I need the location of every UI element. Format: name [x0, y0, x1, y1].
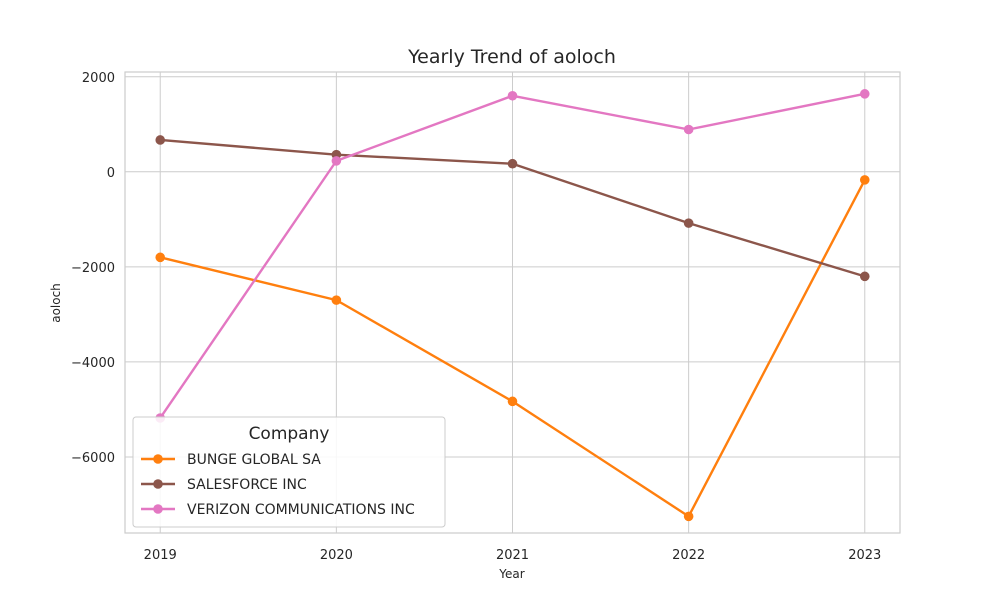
plot-frame [124, 71, 901, 534]
x-axis-label: Year [498, 567, 524, 581]
data-point [331, 295, 342, 305]
data-point [507, 158, 518, 169]
data-point [155, 252, 166, 263]
legend: Company BUNGE GLOBAL SA SALESFORCE INC VER… [132, 416, 446, 528]
legend-marker [153, 479, 163, 489]
legend-items: BUNGE GLOBAL SA SALESFORCE INC VERIZON COM… [141, 452, 415, 518]
legend-title: Company [249, 424, 330, 444]
series-0 [155, 175, 870, 522]
y-tick-label: −6000 [71, 451, 115, 466]
y-tick-label: 0 [107, 166, 115, 181]
y-tick-label: 2000 [82, 71, 115, 86]
x-tick-label: 2023 [848, 548, 881, 563]
legend-label: BUNGE GLOBAL SA [187, 452, 321, 468]
data-point [507, 396, 518, 407]
y-axis-label: aoloch [49, 283, 63, 323]
data-point [331, 156, 342, 166]
legend-marker [153, 504, 163, 514]
y-axis-ticks: 2000 0 −2000 −4000 −6000 [71, 71, 115, 466]
x-tick-label: 2021 [496, 548, 529, 563]
data-point [859, 175, 870, 185]
legend-item: BUNGE GLOBAL SA [141, 452, 321, 468]
data-point [859, 89, 870, 99]
y-tick-label: −2000 [71, 261, 115, 276]
data-point [507, 90, 518, 101]
legend-marker [153, 454, 163, 464]
legend-item: VERIZON COMMUNICATIONS INC [141, 502, 415, 518]
data-point [155, 135, 166, 145]
x-tick-label: 2020 [320, 548, 353, 563]
x-tick-label: 2022 [672, 548, 705, 563]
legend-label: VERIZON COMMUNICATIONS INC [187, 502, 415, 518]
legend-label: SALESFORCE INC [187, 477, 307, 493]
legend-item: SALESFORCE INC [141, 477, 307, 493]
y-tick-label: −4000 [71, 356, 115, 371]
legend-box [132, 416, 446, 528]
chart-title: Yearly Trend of aoloch [407, 46, 616, 68]
data-point [683, 511, 694, 522]
data-point [683, 124, 694, 135]
data-point [683, 218, 694, 228]
x-tick-label: 2019 [144, 548, 177, 563]
data-point [859, 271, 870, 282]
series-layer [155, 89, 870, 522]
x-axis-ticks: 2019 2020 2021 2022 2023 [144, 548, 882, 563]
